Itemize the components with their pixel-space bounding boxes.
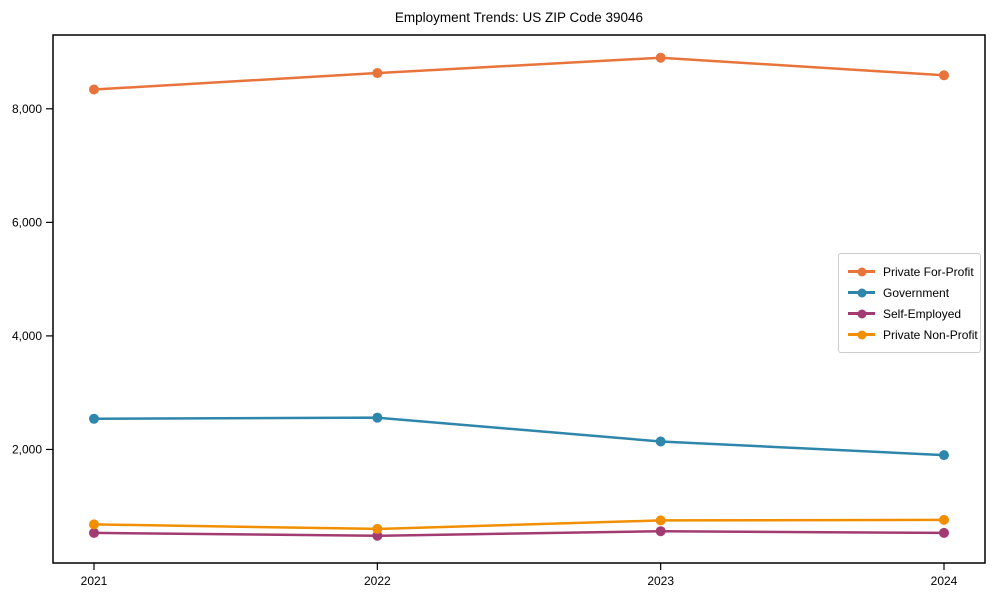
legend-line-marker-icon [848, 330, 875, 339]
legend-label: Government [883, 285, 950, 300]
data-point-marker [372, 523, 383, 534]
chart-title: Employment Trends: US ZIP Code 39046 [394, 10, 644, 25]
data-point-marker [939, 450, 949, 461]
legend-line-marker-icon [848, 267, 875, 276]
series-line [92, 518, 946, 531]
x-tick-label: 2022 [364, 574, 391, 588]
legend-item: Government [848, 282, 970, 303]
y-tick-label: 4,000 [12, 329, 42, 343]
data-point-marker [655, 526, 666, 537]
y-tick-label: 8,000 [12, 102, 42, 116]
x-tick-label: 2024 [931, 574, 958, 588]
y-tick-label: 2,000 [12, 442, 42, 456]
data-point-marker [655, 52, 666, 63]
series-line [92, 529, 946, 537]
data-point-marker [939, 527, 949, 538]
chart-legend: Private For-Profit Government Self-Emplo… [838, 253, 981, 353]
legend-label: Self-Employed [883, 306, 962, 321]
legend-label: Private Non-Profit [883, 327, 978, 342]
data-point-marker [89, 527, 99, 538]
series-line [92, 416, 946, 457]
data-point-marker [939, 70, 949, 81]
data-point-marker [372, 412, 383, 423]
data-point-marker [89, 84, 99, 95]
legend-label: Private For-Profit [883, 264, 974, 279]
series-line [92, 56, 946, 91]
y-tick-label: 6,000 [12, 215, 42, 229]
legend-line-marker-icon [848, 288, 875, 297]
legend-item: Private For-Profit [848, 261, 974, 282]
data-point-marker [655, 436, 666, 447]
data-point-marker [89, 519, 99, 530]
x-tick-label: 2023 [647, 574, 674, 588]
legend-item: Private Non-Profit [848, 324, 978, 345]
data-point-marker [372, 68, 383, 79]
legend-line-marker-icon [848, 309, 875, 318]
data-point-marker [939, 514, 949, 525]
legend-item: Self-Employed [848, 303, 970, 324]
data-point-marker [89, 413, 99, 424]
plot-border [52, 34, 986, 564]
x-tick-label: 2021 [81, 574, 108, 588]
data-point-marker [655, 515, 666, 526]
